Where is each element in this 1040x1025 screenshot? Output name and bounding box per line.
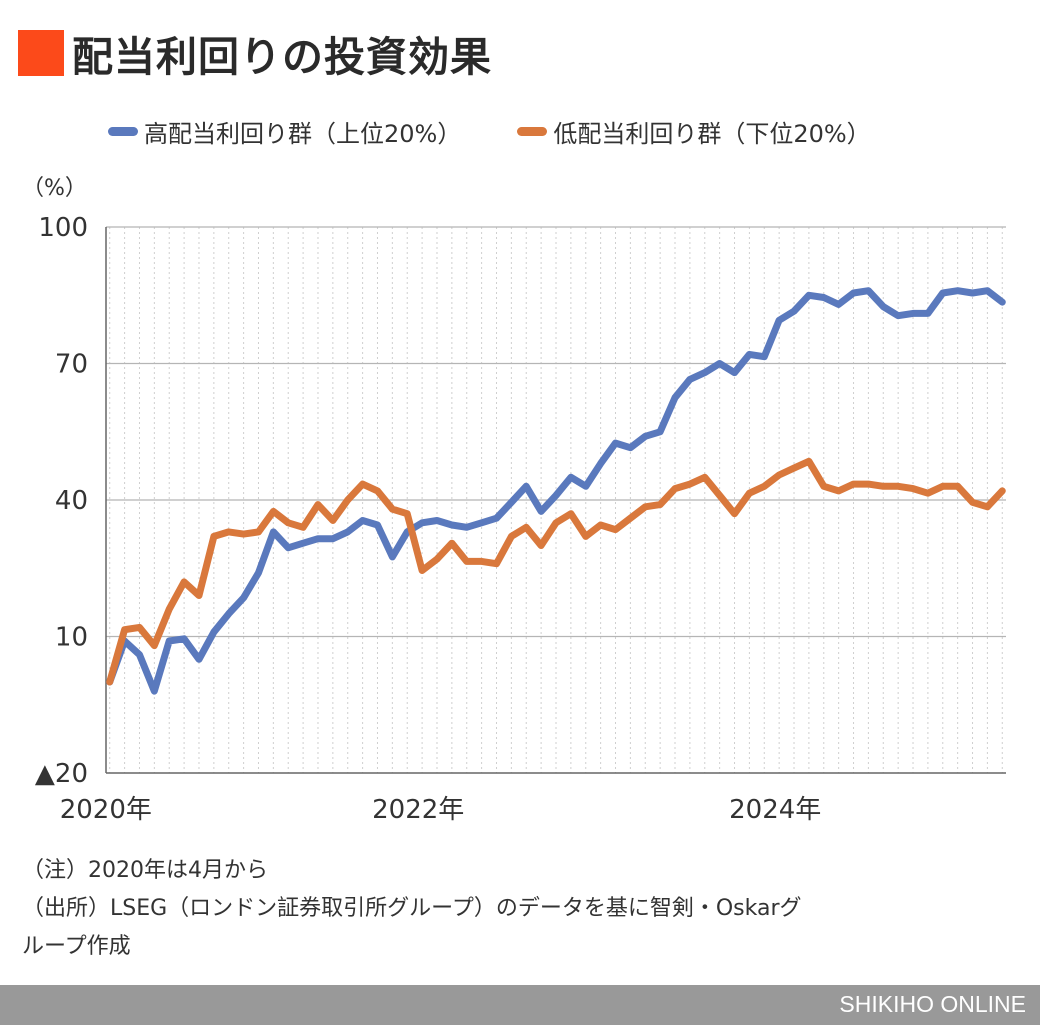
note-period: （注）2020年は4月から xyxy=(22,858,268,883)
y-tick-label: 100 xyxy=(38,213,88,243)
x-tick-label: 2020年 xyxy=(60,795,152,825)
note-source-continued: ループ作成 xyxy=(22,934,131,959)
title-marker-icon xyxy=(18,30,64,76)
footer-brand: SHIKIHO ONLINE xyxy=(839,991,1026,1017)
x-tick-label: 2024年 xyxy=(729,795,821,825)
legend-label-high: 高配当利回り群（上位20%） xyxy=(144,120,462,148)
chart-legend: 高配当利回り群（上位20%） 低配当利回り群（下位20%） xyxy=(108,114,927,149)
chart-notes: （注）2020年は4月から （出所）LSEG（ロンドン証券取引所グループ）のデー… xyxy=(22,852,1012,966)
footer-bar: SHIKIHO ONLINE xyxy=(0,985,1040,1025)
legend-swatch-low xyxy=(517,127,548,136)
legend-item-high: 高配当利回り群（上位20%） xyxy=(108,114,461,149)
y-tick-label: 70 xyxy=(55,350,88,380)
note-source: （出所）LSEG（ロンドン証券取引所グループ）のデータを基に智剣・Oskarグ xyxy=(22,896,802,921)
series-line-low-yield xyxy=(106,457,1006,686)
title-text: 配当利回りの投資効果 xyxy=(72,33,492,81)
y-tick-label: 10 xyxy=(55,623,88,653)
x-tick-label: 2022年 xyxy=(372,795,464,825)
y-tick-label: 40 xyxy=(55,486,88,516)
chart-title: 配当利回りの投資効果 xyxy=(18,26,492,81)
legend-label-low: 低配当利回り群（下位20%） xyxy=(553,120,871,148)
y-axis-unit-label: （%） xyxy=(22,176,87,201)
series-line-high-yield xyxy=(106,287,1006,695)
y-tick-label: ▲20 xyxy=(35,759,88,789)
legend-swatch-high xyxy=(108,127,138,136)
legend-item-low: 低配当利回り群（下位20%） xyxy=(517,114,871,149)
line-chart: 100 70 40 10 ▲20 2020年 2022年 2024年 xyxy=(35,213,1006,825)
